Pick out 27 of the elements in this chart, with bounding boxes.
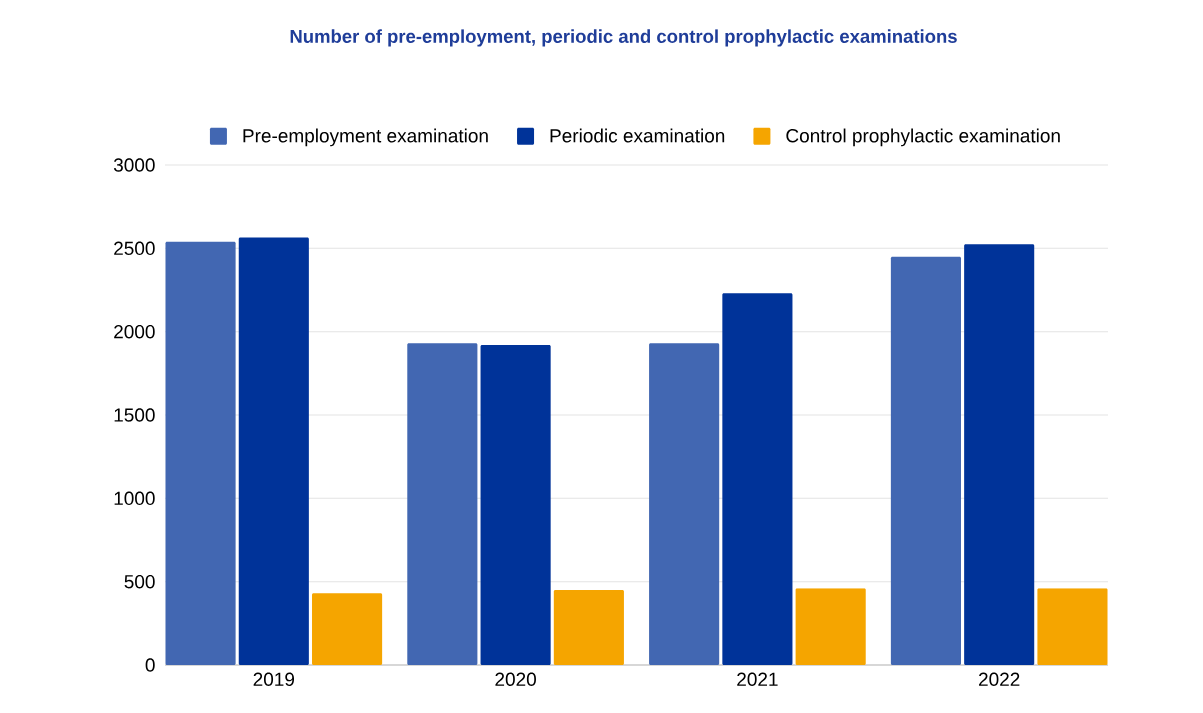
y-tick-label: 1500 bbox=[114, 408, 155, 422]
legend-label: Control prophylactic examination bbox=[786, 128, 1060, 147]
bar bbox=[890, 256, 961, 665]
bar bbox=[722, 293, 793, 665]
x-tick-label: 2020 bbox=[495, 672, 536, 686]
y-tick-label: 500 bbox=[124, 574, 155, 589]
bar bbox=[553, 590, 624, 665]
bar bbox=[165, 241, 236, 665]
bar bbox=[312, 593, 383, 665]
x-tick-label: 2019 bbox=[253, 672, 295, 686]
x-tick-label: 2021 bbox=[737, 672, 778, 686]
y-tick-label: 1000 bbox=[114, 491, 155, 506]
bar bbox=[480, 345, 551, 665]
bar bbox=[238, 237, 309, 665]
y-tick-label: 3000 bbox=[113, 158, 155, 172]
bar bbox=[407, 343, 478, 665]
x-tick-label: 2022 bbox=[979, 672, 1020, 686]
bar bbox=[964, 244, 1035, 665]
chart-title: Number of pre-employment, periodic and control prophylactic examinations bbox=[290, 29, 957, 47]
y-tick-label: 2500 bbox=[114, 241, 155, 256]
legend-label: Periodic examination bbox=[550, 128, 725, 143]
y-tick-label: 2000 bbox=[114, 324, 155, 339]
legend-label: Pre-employment examination bbox=[243, 128, 488, 147]
bar bbox=[795, 588, 866, 665]
bar bbox=[1037, 588, 1108, 665]
y-tick-label: 0 bbox=[145, 658, 155, 672]
bar bbox=[649, 343, 720, 665]
